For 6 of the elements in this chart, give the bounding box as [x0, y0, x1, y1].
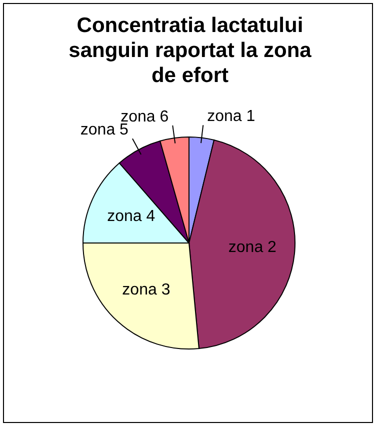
chart-title: Concentratia lactatului sanguin raportat la zona de efort: [68, 14, 312, 87]
slice-label: zona 1: [207, 108, 256, 126]
slice-label: zona 2: [228, 239, 277, 256]
slice-label: zona 5: [80, 122, 129, 139]
slice-label: zona 3: [122, 282, 170, 299]
slice-label: zona 4: [107, 208, 156, 226]
